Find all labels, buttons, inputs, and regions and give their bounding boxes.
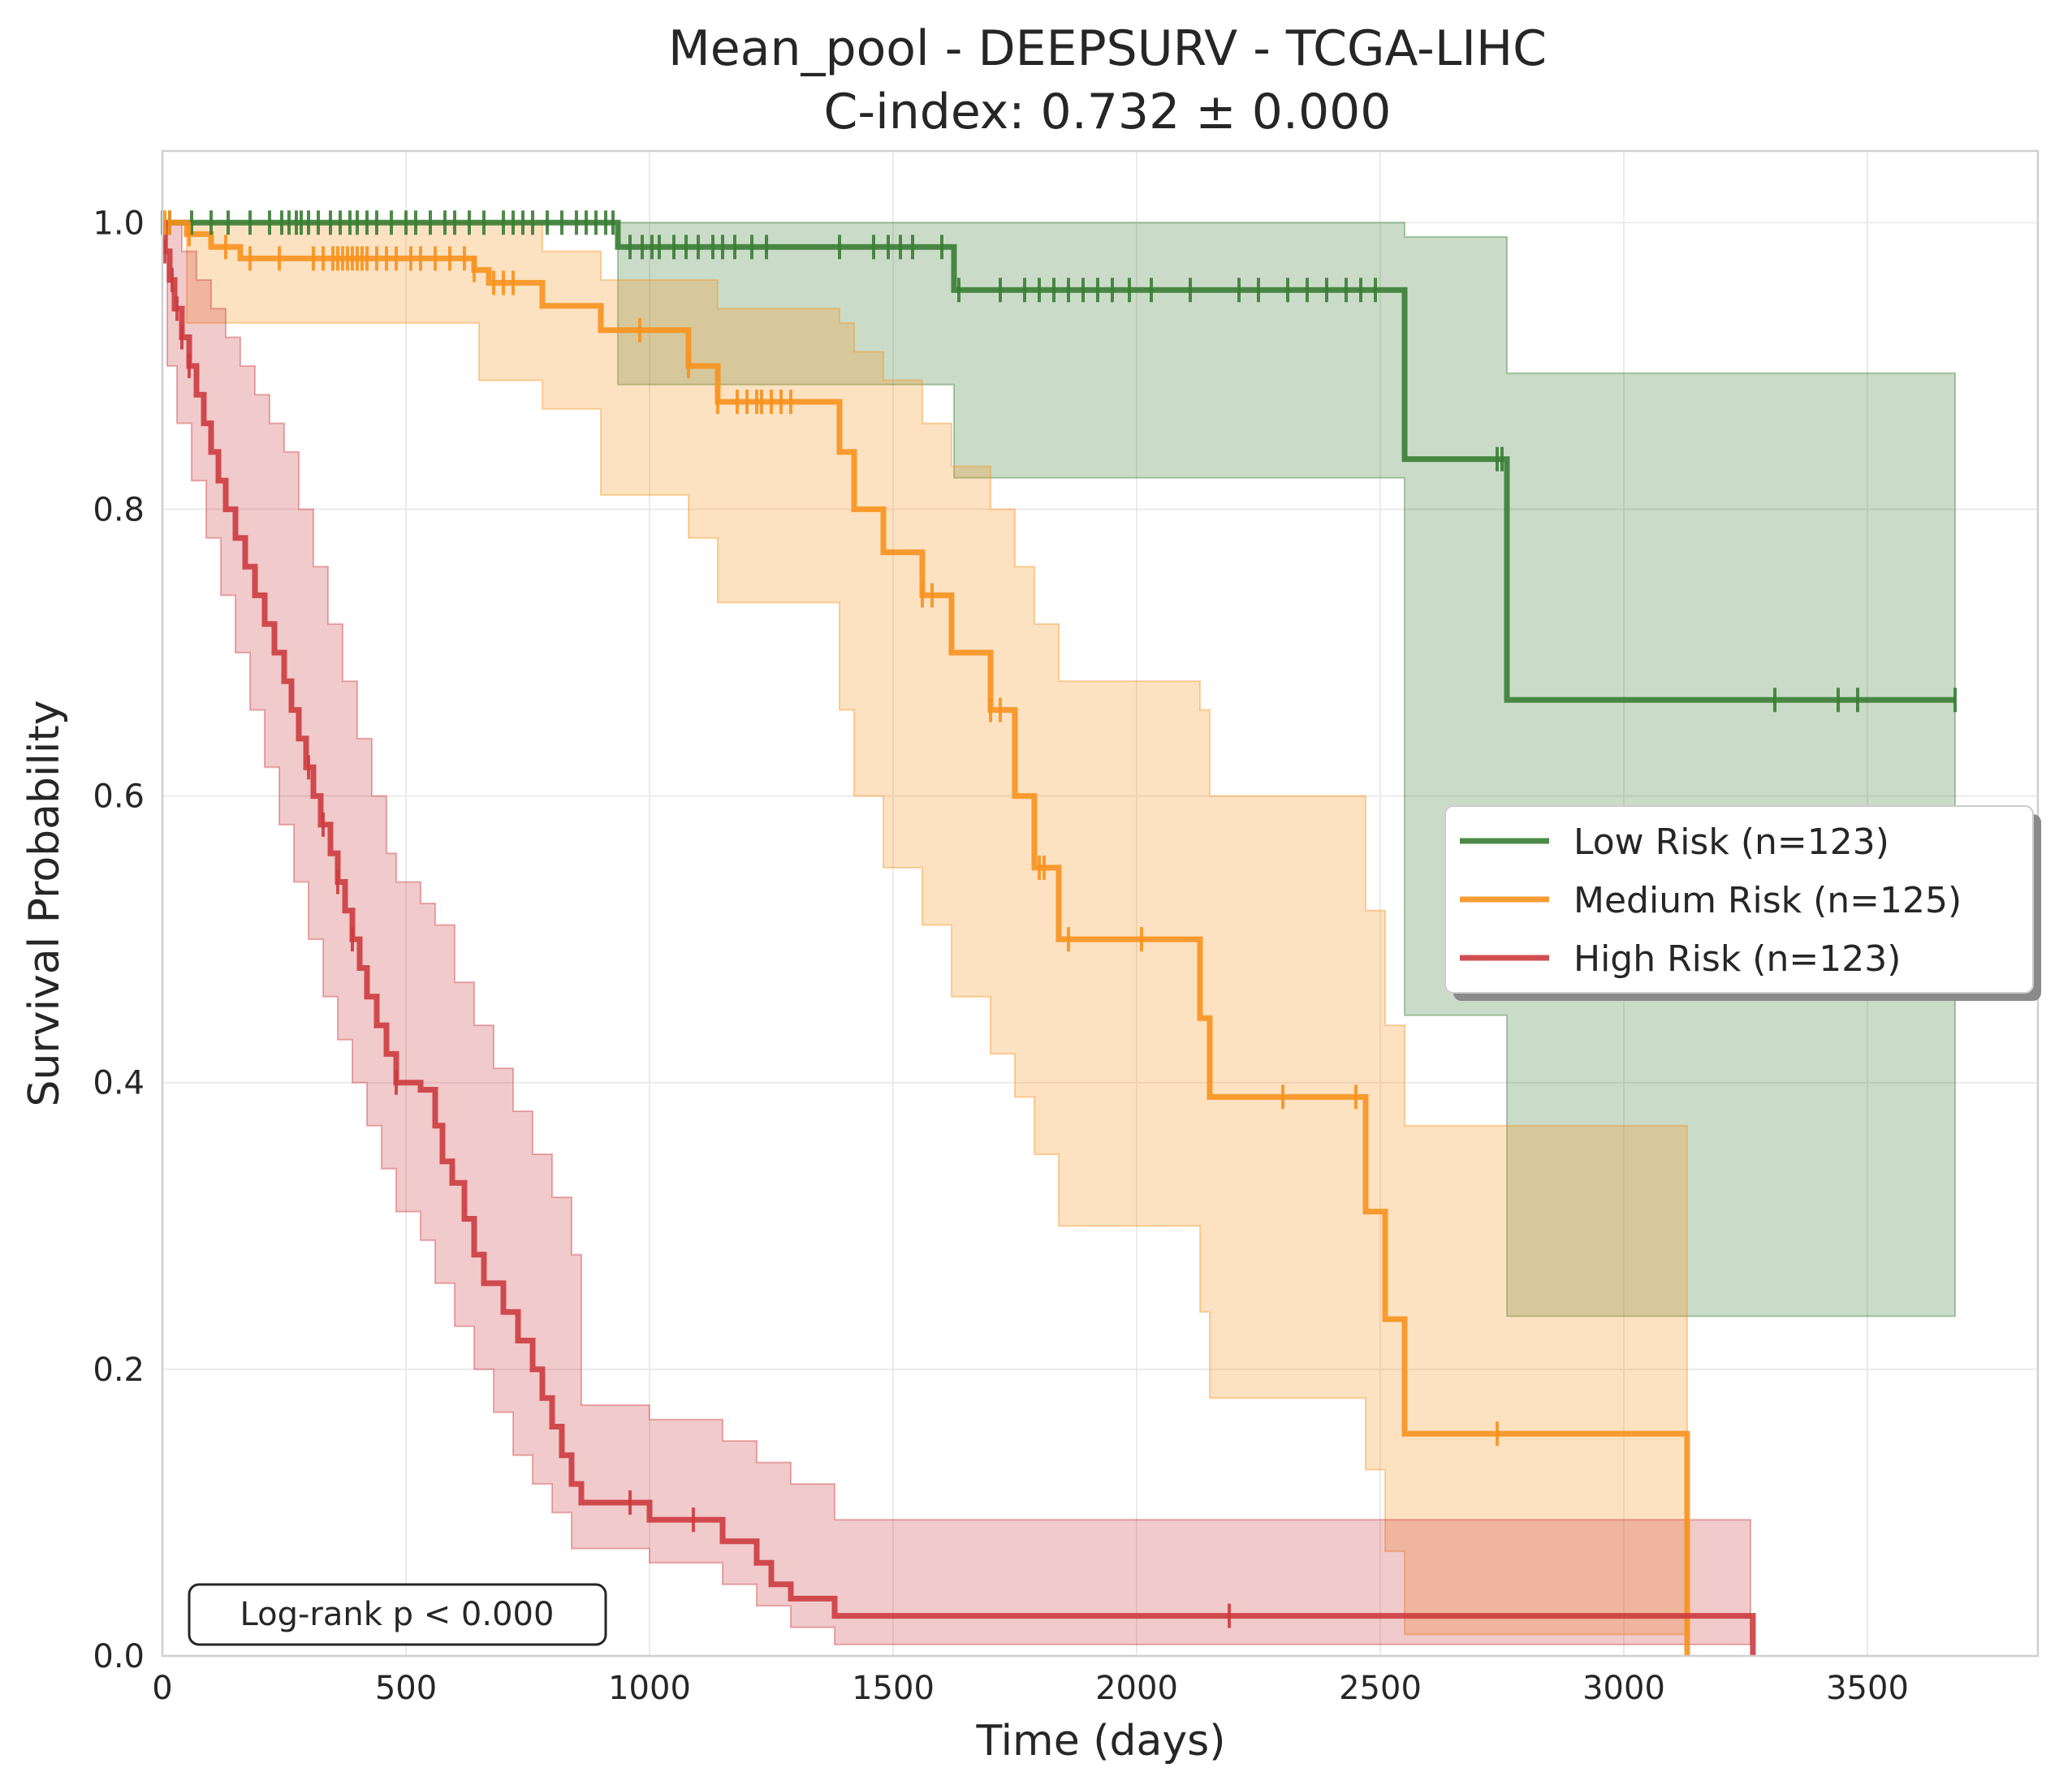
x-tick-label: 0 bbox=[152, 1670, 172, 1707]
annotation-box bbox=[188, 1583, 607, 1646]
legend-label-high: High Risk (n=123) bbox=[1573, 938, 1901, 980]
chart-subtitle: C-index: 0.732 ± 0.000 bbox=[824, 84, 1392, 140]
survival-line-low bbox=[162, 219, 1955, 703]
legend-label-low: Low Risk (n=123) bbox=[1573, 821, 1889, 863]
x-tick-label: 500 bbox=[375, 1670, 437, 1707]
y-axis-label: Survival Probability bbox=[20, 700, 69, 1106]
y-tick-label: 0.8 bbox=[93, 491, 145, 528]
legend-box bbox=[1444, 805, 2034, 994]
survival-line-high bbox=[162, 219, 1756, 1656]
x-tick-label: 1000 bbox=[608, 1670, 691, 1707]
legend-label-medium: Medium Risk (n=125) bbox=[1573, 880, 1962, 921]
ci-band-high bbox=[162, 222, 1751, 1645]
x-tick-label: 1500 bbox=[852, 1670, 935, 1707]
annotation-text: Log-rank p < 0.000 bbox=[240, 1596, 555, 1633]
ci-band-medium bbox=[162, 222, 1688, 1636]
survival-lines bbox=[162, 219, 1955, 1656]
y-tick-label: 0.6 bbox=[93, 778, 145, 816]
x-tick-label: 3500 bbox=[1826, 1670, 1909, 1707]
logrank-annotation: Log-rank p < 0.000 bbox=[188, 1583, 607, 1646]
x-axis-label: Time (days) bbox=[975, 1717, 1225, 1766]
tick-labels: 0 500 1000 1500 2000 2500 3000 3500 0.0 0.2 0.4 0.6… bbox=[93, 205, 1909, 1707]
y-tick-label: 1.0 bbox=[93, 205, 145, 242]
legend: Low Risk (n=123) Medium Risk (n=125) Hig… bbox=[1444, 805, 2041, 1001]
censor-marks bbox=[161, 210, 1957, 1628]
survival-line-medium bbox=[162, 219, 1690, 1656]
y-tick-label: 0.4 bbox=[93, 1065, 145, 1102]
y-tick-label: 0.2 bbox=[93, 1352, 145, 1389]
x-tick-label: 2000 bbox=[1095, 1670, 1178, 1707]
x-tick-label: 3000 bbox=[1582, 1670, 1665, 1707]
chart-title: Mean_pool - DEEPSURV - TCGA-LIHC bbox=[668, 20, 1547, 77]
y-tick-label: 0.0 bbox=[93, 1638, 145, 1675]
x-tick-label: 2500 bbox=[1339, 1670, 1422, 1707]
